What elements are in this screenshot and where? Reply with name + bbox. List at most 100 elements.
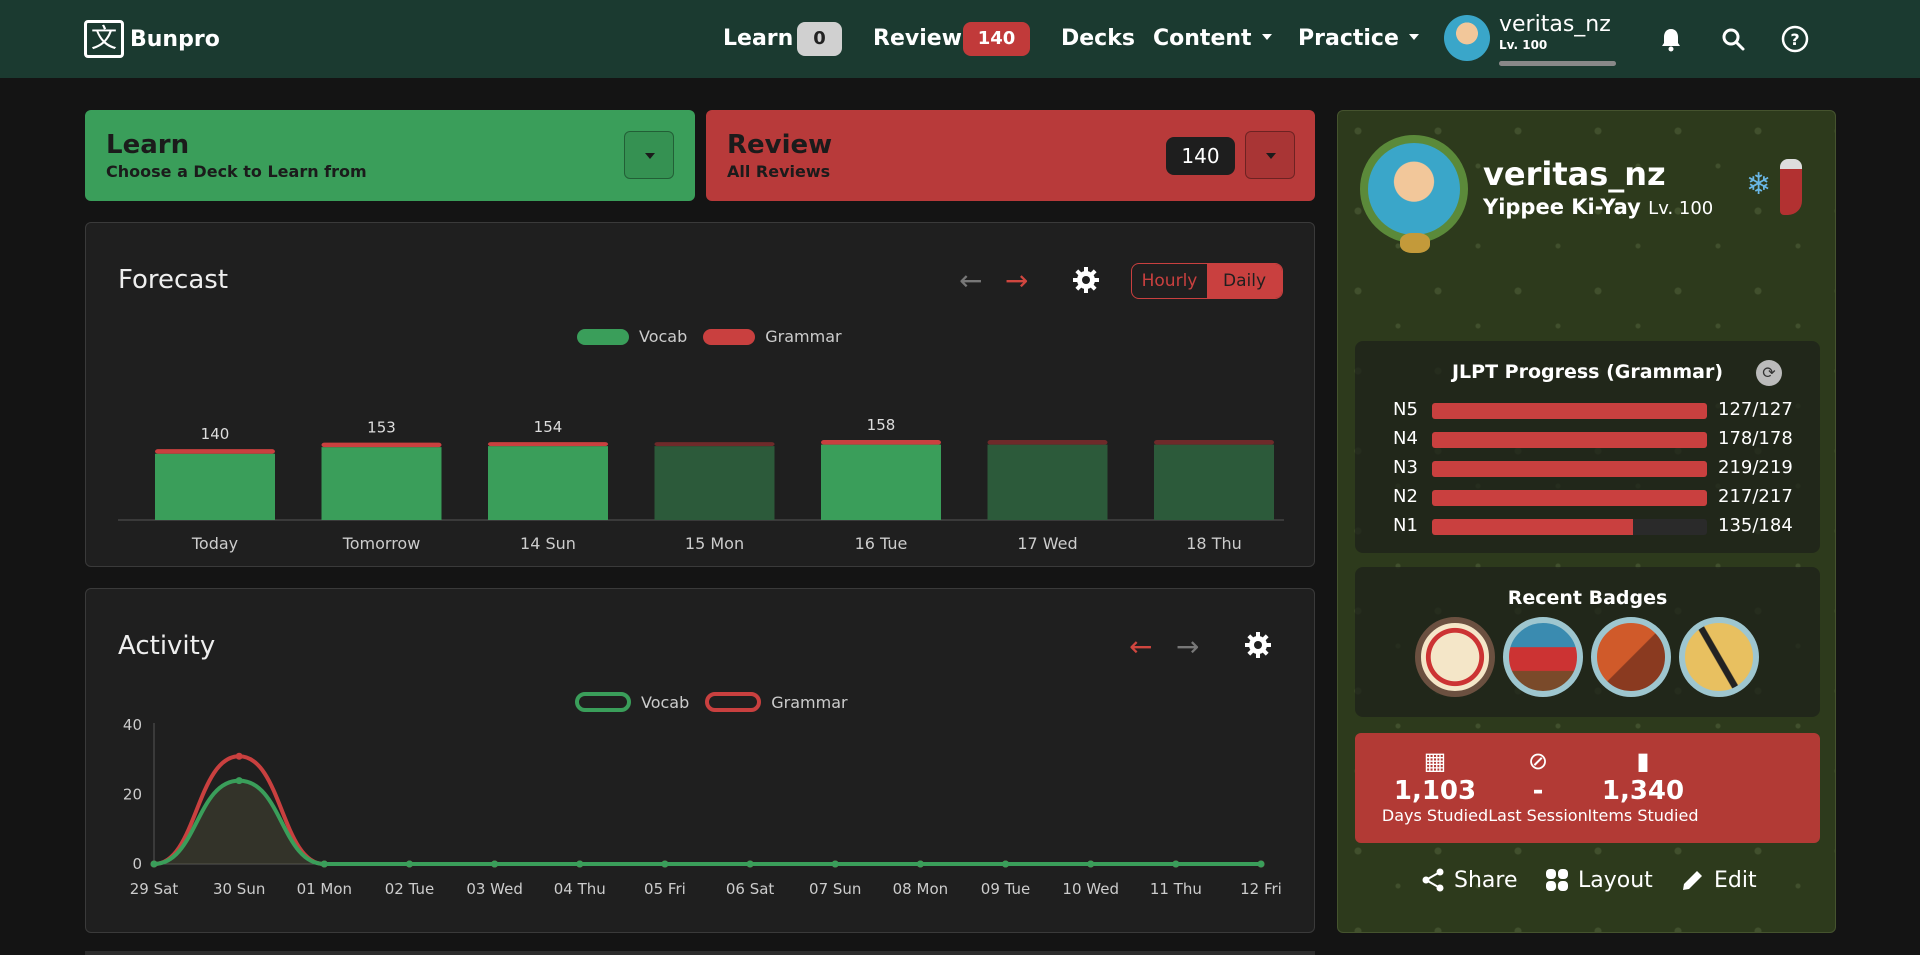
activity-point-vocab[interactable] <box>576 860 584 868</box>
activity-point-grammar[interactable] <box>235 752 243 760</box>
forecast-bar-grammar[interactable] <box>488 442 608 447</box>
jlpt-progress-bar <box>1432 432 1707 448</box>
bell-icon[interactable] <box>1654 22 1688 56</box>
forecast-bar-vocab[interactable] <box>987 444 1108 520</box>
jlpt-level-label: N5 <box>1393 399 1418 420</box>
forecast-bar-vocab[interactable] <box>321 447 442 520</box>
activity-point-vocab[interactable] <box>405 860 413 868</box>
edit-button[interactable]: Edit <box>1680 867 1757 893</box>
review-deck-dropdown[interactable] <box>1245 131 1295 179</box>
nav-practice-label: Practice <box>1298 26 1399 51</box>
refresh-icon[interactable]: ⟳ <box>1756 360 1782 386</box>
forecast-bar-vocab[interactable] <box>654 446 775 520</box>
stocking-icon <box>1780 159 1802 215</box>
legend-vocab-swatch <box>575 692 631 712</box>
jlpt-progress-fill <box>1432 403 1707 419</box>
review-card[interactable]: Review All Reviews 140 <box>706 110 1315 201</box>
snowflake-icon: ❄ <box>1746 167 1772 202</box>
activity-chart: 0 20 40 29 Sat 30 Sun 01 Mon 02 Tue 03 Wed 04 Th… <box>123 716 1282 898</box>
forecast-bar-grammar[interactable] <box>1154 440 1274 445</box>
nav-review[interactable]: Review <box>873 26 962 51</box>
nav-decks[interactable]: Decks <box>1061 26 1135 51</box>
activity-point-vocab[interactable] <box>235 777 243 785</box>
activity-x-label: 29 Sat <box>130 880 179 898</box>
jlpt-progress-fill <box>1432 432 1707 448</box>
activity-point-vocab[interactable] <box>1087 860 1095 868</box>
activity-point-vocab[interactable] <box>1002 860 1010 868</box>
forecast-bar-grammar[interactable] <box>987 440 1108 445</box>
learn-card[interactable]: Learn Choose a Deck to Learn from <box>85 110 695 201</box>
toggle-hourly[interactable]: Hourly <box>1141 271 1198 291</box>
activity-point-vocab[interactable] <box>1257 860 1265 868</box>
bow-decoration-icon <box>1400 233 1430 253</box>
forecast-bar-grammar[interactable] <box>321 442 442 448</box>
activity-x-label: 01 Mon <box>297 880 352 898</box>
profile-avatar[interactable] <box>1360 135 1468 243</box>
activity-next-arrow-icon[interactable]: → <box>1176 630 1200 663</box>
chopsticks-badge-icon[interactable] <box>1679 617 1759 697</box>
room-badge-icon[interactable] <box>1591 617 1671 697</box>
user-avatar[interactable] <box>1444 15 1490 61</box>
search-icon[interactable] <box>1716 22 1750 56</box>
svg-text:?: ? <box>1790 30 1799 49</box>
help-icon[interactable]: ? <box>1778 22 1812 56</box>
activity-point-vocab[interactable] <box>831 860 839 868</box>
logo[interactable]: 文 Bunpro <box>84 20 220 58</box>
stat-items-value: 1,340 <box>1601 776 1685 806</box>
jlpt-progress-fill <box>1432 490 1707 506</box>
torii-gate-badge-icon[interactable] <box>1503 617 1583 697</box>
forecast-bar-grammar[interactable] <box>821 440 941 445</box>
share-icon <box>1422 868 1444 892</box>
stat-last-session: ⊘ - Last Session <box>1478 747 1598 825</box>
forecast-x-label: 18 Thu <box>1186 534 1242 553</box>
forecast-bar-grammar[interactable] <box>155 449 275 454</box>
jlpt-level-label: N4 <box>1393 428 1418 449</box>
forecast-total-label: 158 <box>867 416 896 434</box>
jlpt-row-n5: N5 127/127 <box>1355 399 1820 423</box>
nav-learn[interactable]: Learn <box>723 26 794 51</box>
forecast-x-label: 14 Sun <box>520 534 576 553</box>
share-button[interactable]: Share <box>1420 867 1518 893</box>
calendar-badge-icon[interactable] <box>1415 617 1495 697</box>
forecast-settings-gear-icon[interactable] <box>1071 265 1101 295</box>
nav-practice[interactable]: Practice <box>1298 22 1419 56</box>
activity-point-vocab[interactable] <box>150 860 158 868</box>
layout-label: Layout <box>1578 867 1653 893</box>
review-count: 140 <box>1166 137 1235 175</box>
learn-card-subtitle: Choose a Deck to Learn from <box>106 162 367 181</box>
activity-line-grammar <box>153 754 1261 866</box>
share-label: Share <box>1454 867 1518 893</box>
activity-prev-arrow-icon[interactable]: ← <box>1129 630 1153 663</box>
activity-point-vocab[interactable] <box>491 860 499 868</box>
jlpt-row-n3: N3 219/219 <box>1355 457 1820 481</box>
forecast-bar-vocab[interactable] <box>155 453 275 520</box>
jlpt-progress-bar <box>1432 403 1707 419</box>
forecast-x-label: 16 Tue <box>855 534 908 553</box>
learn-deck-dropdown[interactable] <box>624 131 674 179</box>
activity-y-tick: 0 <box>132 855 142 873</box>
activity-settings-gear-icon[interactable] <box>1243 630 1273 660</box>
stat-days-value: 1,103 <box>1393 776 1477 806</box>
forecast-title: Forecast <box>118 265 229 295</box>
forecast-prev-arrow-icon[interactable]: ← <box>959 264 983 297</box>
nav-username[interactable]: veritas_nz <box>1499 12 1611 37</box>
forecast-bar-vocab[interactable] <box>488 446 608 520</box>
layout-button[interactable]: Layout <box>1544 867 1653 893</box>
forecast-x-label: 15 Mon <box>685 534 744 553</box>
activity-point-vocab[interactable] <box>1172 860 1180 868</box>
forecast-total-label: 154 <box>534 418 563 436</box>
activity-x-label: 02 Tue <box>385 880 434 898</box>
activity-point-vocab[interactable] <box>320 860 328 868</box>
forecast-bar-vocab[interactable] <box>821 444 941 520</box>
toggle-daily[interactable]: Daily <box>1207 264 1282 298</box>
forecast-bar-grammar[interactable] <box>654 442 775 447</box>
activity-point-vocab[interactable] <box>746 860 754 868</box>
activity-y-tick: 40 <box>123 716 142 734</box>
forecast-next-arrow-icon[interactable]: → <box>1005 264 1029 297</box>
activity-point-vocab[interactable] <box>661 860 669 868</box>
activity-point-vocab[interactable] <box>916 860 924 868</box>
forecast-bar-vocab[interactable] <box>1154 444 1274 520</box>
nav-content[interactable]: Content <box>1153 22 1272 56</box>
jlpt-title: JLPT Progress (Grammar) <box>1451 361 1724 383</box>
activity-y-tick: 20 <box>123 786 142 804</box>
